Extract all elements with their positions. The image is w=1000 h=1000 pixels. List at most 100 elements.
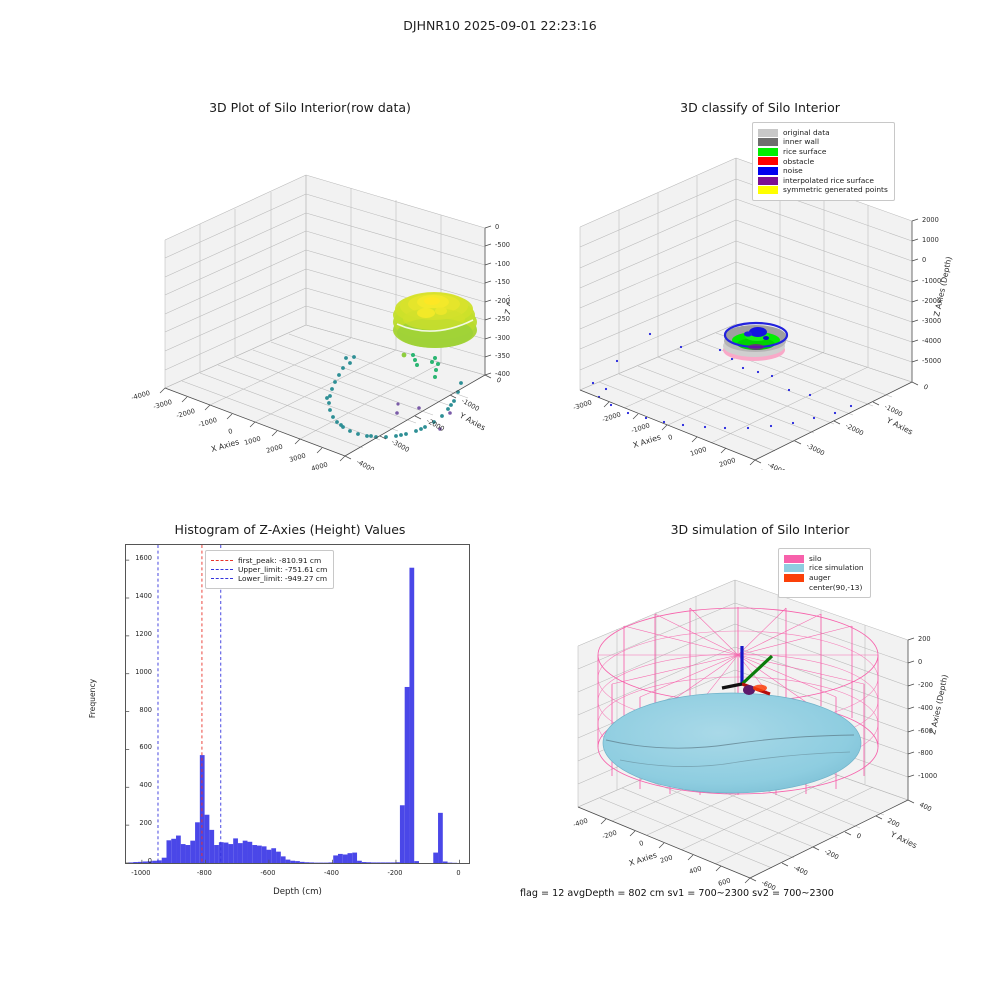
svg-text:-3000: -3000 — [495, 334, 514, 342]
svg-text:-200: -200 — [601, 829, 618, 841]
hist-bar — [280, 856, 286, 863]
svg-text:-1000: -1000 — [495, 260, 514, 268]
hist-bar — [133, 862, 138, 863]
legend-label: obstacle — [783, 156, 815, 166]
hist-bar — [171, 838, 177, 863]
hist-ytick-label: 0 — [147, 857, 152, 865]
svg-text:-2500: -2500 — [495, 315, 514, 323]
hist-canvas — [126, 545, 460, 864]
hist-bar — [195, 822, 200, 863]
svg-text:1000: 1000 — [243, 435, 261, 447]
svg-text:-5000: -5000 — [922, 357, 941, 365]
classify-z-ticks: 2000 1000 0 -1000 -2000 -3000 -4000 -500… — [911, 216, 941, 365]
classify-title: 3D classify of Silo Interior — [680, 100, 840, 115]
svg-text:-400: -400 — [918, 704, 933, 712]
legend-item: Lower_limit: -949.27 cm — [211, 574, 327, 582]
legend-label: Upper_limit: -751.61 cm — [238, 564, 328, 574]
svg-text:600: 600 — [717, 876, 731, 888]
raw-3d-axes: 0 -500 -1000 -1500 -2000 -2500 -3000 -35… — [130, 174, 510, 470]
legend-swatch — [784, 573, 804, 582]
classify-legend: original data inner wall rice surface ob… — [752, 122, 895, 201]
svg-text:-1000: -1000 — [918, 772, 937, 780]
svg-text:0: 0 — [918, 658, 922, 666]
raw-ylabel: Y Axies — [457, 410, 487, 432]
classify-3d-axes: 2000 1000 0 -1000 -2000 -3000 -4000 -500… — [572, 157, 954, 470]
hist-bar — [185, 845, 191, 863]
svg-text:3000: 3000 — [747, 468, 765, 481]
svg-text:-4000: -4000 — [922, 337, 941, 345]
raw-rice-surface-cluster — [393, 292, 477, 348]
classify-silo-cluster — [723, 321, 789, 361]
hist-bar — [395, 862, 400, 863]
hist-ytick-label: 1400 — [135, 592, 152, 600]
legend-label: rice simulation — [809, 563, 864, 573]
legend-item: obstacle — [758, 156, 888, 166]
hist-bar — [233, 838, 238, 863]
hist-legend: first_peak: -810.91 cm Upper_limit: -751… — [205, 550, 335, 589]
svg-text:-2000: -2000 — [175, 407, 196, 420]
panel-simulation-3d: 3D simulation of Silo Interior — [560, 522, 960, 892]
legend-label: first_peak: -810.91 cm — [238, 555, 322, 565]
legend-item: Upper_limit: -751.61 cm — [211, 564, 328, 574]
legend-item: first_peak: -810.91 cm — [211, 555, 327, 565]
svg-text:-200: -200 — [918, 681, 933, 689]
hist-ytick-label: 600 — [139, 743, 152, 752]
panel-raw-3d: 3D Plot of Silo Interior(row data) — [110, 100, 510, 470]
sim-title: 3D simulation of Silo Interior — [670, 522, 850, 537]
hist-bar — [385, 862, 391, 863]
hist-bar — [228, 844, 234, 863]
raw-rice-drip-points — [401, 352, 440, 379]
svg-text:-3000: -3000 — [922, 317, 941, 325]
figure-caption: flag = 12 avgDepth = 802 cm sv1 = 700~23… — [520, 888, 834, 899]
svg-text:-1000: -1000 — [883, 403, 904, 419]
hist-bar — [442, 861, 448, 863]
legend-swatch — [758, 138, 778, 147]
hist-bar — [414, 861, 419, 863]
hist-bar — [242, 840, 248, 863]
raw-floor-points — [395, 402, 452, 431]
classify-xlabel: X Axies — [632, 432, 662, 449]
hist-bar — [295, 861, 300, 863]
legend-swatch — [758, 147, 778, 156]
hist-bar — [271, 848, 277, 863]
hist-bar — [347, 853, 353, 863]
hist-bar — [299, 861, 305, 863]
hist-bar — [399, 805, 405, 863]
legend-label: auger — [809, 573, 831, 583]
raw-z-ticks: 0 -500 -1000 -1500 -2000 -2500 -3000 -35… — [484, 223, 514, 378]
svg-text:400: 400 — [688, 864, 702, 876]
svg-text:0: 0 — [638, 839, 644, 848]
svg-text:200: 200 — [918, 635, 931, 643]
hist-bar — [204, 814, 210, 863]
hist-bar — [209, 829, 215, 863]
svg-text:-1000: -1000 — [922, 277, 941, 285]
legend-label: center(90,-13) — [809, 582, 863, 592]
svg-text:0: 0 — [227, 427, 233, 436]
hist-bar — [380, 862, 386, 863]
svg-text:-1000: -1000 — [630, 421, 651, 435]
hist-bar — [190, 840, 196, 863]
svg-text:-1500: -1500 — [495, 278, 514, 286]
legend-label: interpolated rice surface — [783, 175, 874, 185]
legend-label: rice surface — [783, 147, 827, 157]
raw-wall-arc-points — [325, 355, 463, 439]
hist-ytick-label: 800 — [139, 705, 152, 714]
svg-text:2000: 2000 — [265, 443, 283, 455]
raw-xlabel: X Axies — [210, 437, 240, 454]
svg-text:-3500: -3500 — [495, 352, 514, 360]
legend-swatch — [758, 176, 778, 185]
hist-ytick-label: 1600 — [135, 554, 152, 563]
svg-text:3000: 3000 — [288, 452, 306, 464]
svg-text:1000: 1000 — [689, 445, 707, 458]
svg-text:-800: -800 — [918, 749, 933, 757]
hist-bar — [342, 854, 348, 863]
svg-text:-500: -500 — [495, 241, 510, 249]
legend-item: rice surface — [758, 148, 888, 156]
sim-rice-surface — [602, 692, 862, 794]
legend-swatch — [784, 583, 804, 591]
hist-bar — [376, 862, 381, 863]
hist-xtick-label: -1000 — [131, 869, 151, 877]
hist-bar — [404, 686, 410, 863]
hist-bar — [147, 861, 153, 863]
